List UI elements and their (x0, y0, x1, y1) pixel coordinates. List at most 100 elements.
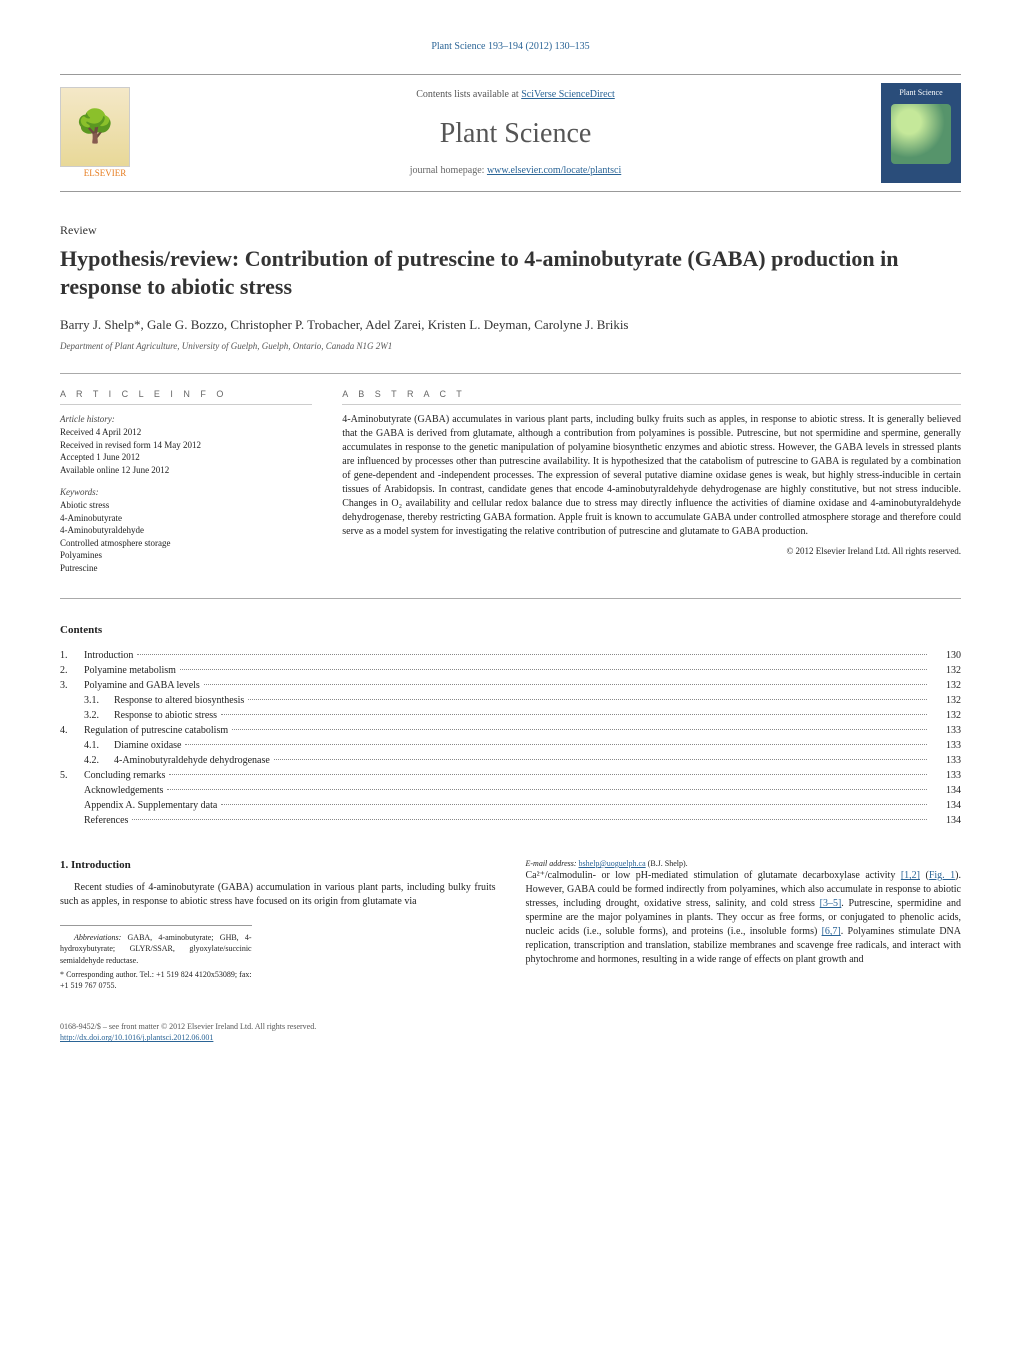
toc-num: 4. (60, 724, 84, 738)
article-title: Hypothesis/review: Contribution of putre… (60, 245, 961, 302)
author-list: Barry J. Shelp*, Gale G. Bozzo, Christop… (60, 316, 961, 334)
section-1-heading: 1. Introduction (60, 858, 496, 873)
journal-banner: 🌳 ELSEVIER Contents lists available at S… (60, 74, 961, 192)
keyword: 4-Aminobutyraldehyde (60, 524, 312, 537)
toc-dots (185, 744, 927, 745)
ref-link[interactable]: [6,7] (822, 926, 841, 937)
toc-subnum: 4.2. (84, 754, 114, 768)
email-label: E-mail address: (526, 859, 579, 868)
figure-link[interactable]: Fig. 1 (929, 870, 955, 881)
issn-line: 0168-9452/$ – see front matter © 2012 El… (60, 1021, 961, 1032)
toc-num: 5. (60, 769, 84, 783)
toc-row: 5.Concluding remarks 133 (60, 769, 961, 783)
toc-dots (132, 819, 927, 820)
toc-page: 132 (931, 709, 961, 723)
article-type: Review (60, 222, 961, 239)
cover-journal-name: Plant Science (899, 87, 942, 98)
toc-label: Response to altered biosynthesis (114, 694, 244, 708)
history-line: Received 4 April 2012 (60, 426, 312, 439)
affiliation: Department of Plant Agriculture, Univers… (60, 340, 961, 353)
info-abstract-row: A R T I C L E I N F O Article history: R… (60, 373, 961, 600)
toc-page: 132 (931, 694, 961, 708)
toc-dots (248, 699, 927, 700)
history-label: Article history: (60, 413, 312, 426)
abstract-column: A B S T R A C T 4-Aminobutyrate (GABA) a… (342, 388, 961, 585)
toc-label: Polyamine metabolism (84, 664, 176, 678)
toc-page: 132 (931, 664, 961, 678)
history-line: Available online 12 June 2012 (60, 464, 312, 477)
toc-dots (274, 759, 927, 760)
toc-dots (167, 789, 927, 790)
toc-row: 4.1.Diamine oxidase133 (60, 739, 961, 753)
toc-subnum: 3.2. (84, 709, 114, 723)
keyword: Putrescine (60, 562, 312, 575)
banner-center: Contents lists available at SciVerse Sci… (150, 88, 881, 177)
toc-dots (232, 729, 927, 730)
sciencedirect-link[interactable]: SciVerse ScienceDirect (521, 89, 615, 100)
header-citation: Plant Science 193–194 (2012) 130–135 (60, 40, 961, 54)
toc-row: Appendix A. Supplementary data 134 (60, 799, 961, 813)
toc-label: References (84, 814, 128, 828)
toc-row: 1.Introduction130 (60, 649, 961, 663)
toc-page: 133 (931, 724, 961, 738)
keywords-block: Keywords: Abiotic stress 4-Aminobutyrate… (60, 486, 312, 574)
corresponding-author-line: * Corresponding author. Tel.: +1 519 824… (60, 969, 252, 991)
ref-link[interactable]: [3–5] (820, 898, 842, 909)
toc-page: 134 (931, 799, 961, 813)
journal-title: Plant Science (150, 114, 881, 153)
abstract-copyright: © 2012 Elsevier Ireland Ltd. All rights … (342, 545, 961, 558)
keyword: Abiotic stress (60, 499, 312, 512)
toc-row: 3.Polyamine and GABA levels 132 (60, 679, 961, 693)
toc-row: 3.1.Response to altered biosynthesis132 (60, 694, 961, 708)
toc-label: Polyamine and GABA levels (84, 679, 200, 693)
toc-page: 133 (931, 769, 961, 783)
toc-label: Regulation of putrescine catabolism (84, 724, 228, 738)
body-columns: 1. Introduction Recent studies of 4-amin… (60, 858, 961, 991)
toc-label: Introduction (84, 649, 133, 663)
toc-page: 134 (931, 814, 961, 828)
toc-row: 4.Regulation of putrescine catabolism 133 (60, 724, 961, 738)
contents-lists-line: Contents lists available at SciVerse Sci… (150, 88, 881, 102)
abbreviations-line: Abbreviations: GABA, 4-aminobutyrate; GH… (60, 932, 252, 966)
contents-line-prefix: Contents lists available at (416, 89, 521, 100)
toc-row: 3.2.Response to abiotic stress 132 (60, 709, 961, 723)
cover-image-icon (891, 104, 951, 164)
journal-homepage-link[interactable]: www.elsevier.com/locate/plantsci (487, 165, 621, 176)
toc-dots (180, 669, 927, 670)
toc-label: 4-Aminobutyraldehyde dehydrogenase (114, 754, 270, 768)
ref-link[interactable]: [1,2] (901, 870, 920, 881)
toc-num: 1. (60, 649, 84, 663)
contents-heading: Contents (60, 623, 961, 638)
article-history-block: Article history: Received 4 April 2012 R… (60, 413, 312, 476)
toc-label: Concluding remarks (84, 769, 165, 783)
history-line: Received in revised form 14 May 2012 (60, 439, 312, 452)
toc-label: Response to abiotic stress (114, 709, 217, 723)
journal-cover-thumbnail: Plant Science (881, 83, 961, 183)
abbrev-label: Abbreviations: (74, 933, 121, 942)
toc-dots (221, 804, 927, 805)
toc-row: 2.Polyamine metabolism132 (60, 664, 961, 678)
toc-page: 133 (931, 754, 961, 768)
keyword: Polyamines (60, 549, 312, 562)
keywords-label: Keywords: (60, 486, 312, 499)
intro-paragraph-2: Ca²⁺/calmodulin- or low pH-mediated stim… (526, 869, 962, 967)
toc-row: Acknowledgements134 (60, 784, 961, 798)
keyword: Controlled atmosphere storage (60, 537, 312, 550)
toc-label: Acknowledgements (84, 784, 163, 798)
elsevier-tree-icon: 🌳 (60, 87, 130, 167)
toc-row: References 134 (60, 814, 961, 828)
toc-page: 133 (931, 739, 961, 753)
toc-page: 132 (931, 679, 961, 693)
p2-text: Ca²⁺/calmodulin- or low pH-mediated stim… (526, 870, 901, 881)
toc-num: 3. (60, 679, 84, 693)
doi-link[interactable]: http://dx.doi.org/10.1016/j.plantsci.201… (60, 1033, 213, 1042)
journal-homepage-line: journal homepage: www.elsevier.com/locat… (150, 164, 881, 178)
elsevier-label: ELSEVIER (60, 167, 150, 180)
page-footer: 0168-9452/$ – see front matter © 2012 El… (60, 1021, 961, 1043)
toc-label: Appendix A. Supplementary data (84, 799, 217, 813)
toc-label: Diamine oxidase (114, 739, 181, 753)
history-line: Accepted 1 June 2012 (60, 451, 312, 464)
toc-dots (204, 684, 927, 685)
email-link[interactable]: bshelp@uoguelph.ca (579, 859, 646, 868)
intro-paragraph-1: Recent studies of 4-aminobutyrate (GABA)… (60, 881, 496, 909)
